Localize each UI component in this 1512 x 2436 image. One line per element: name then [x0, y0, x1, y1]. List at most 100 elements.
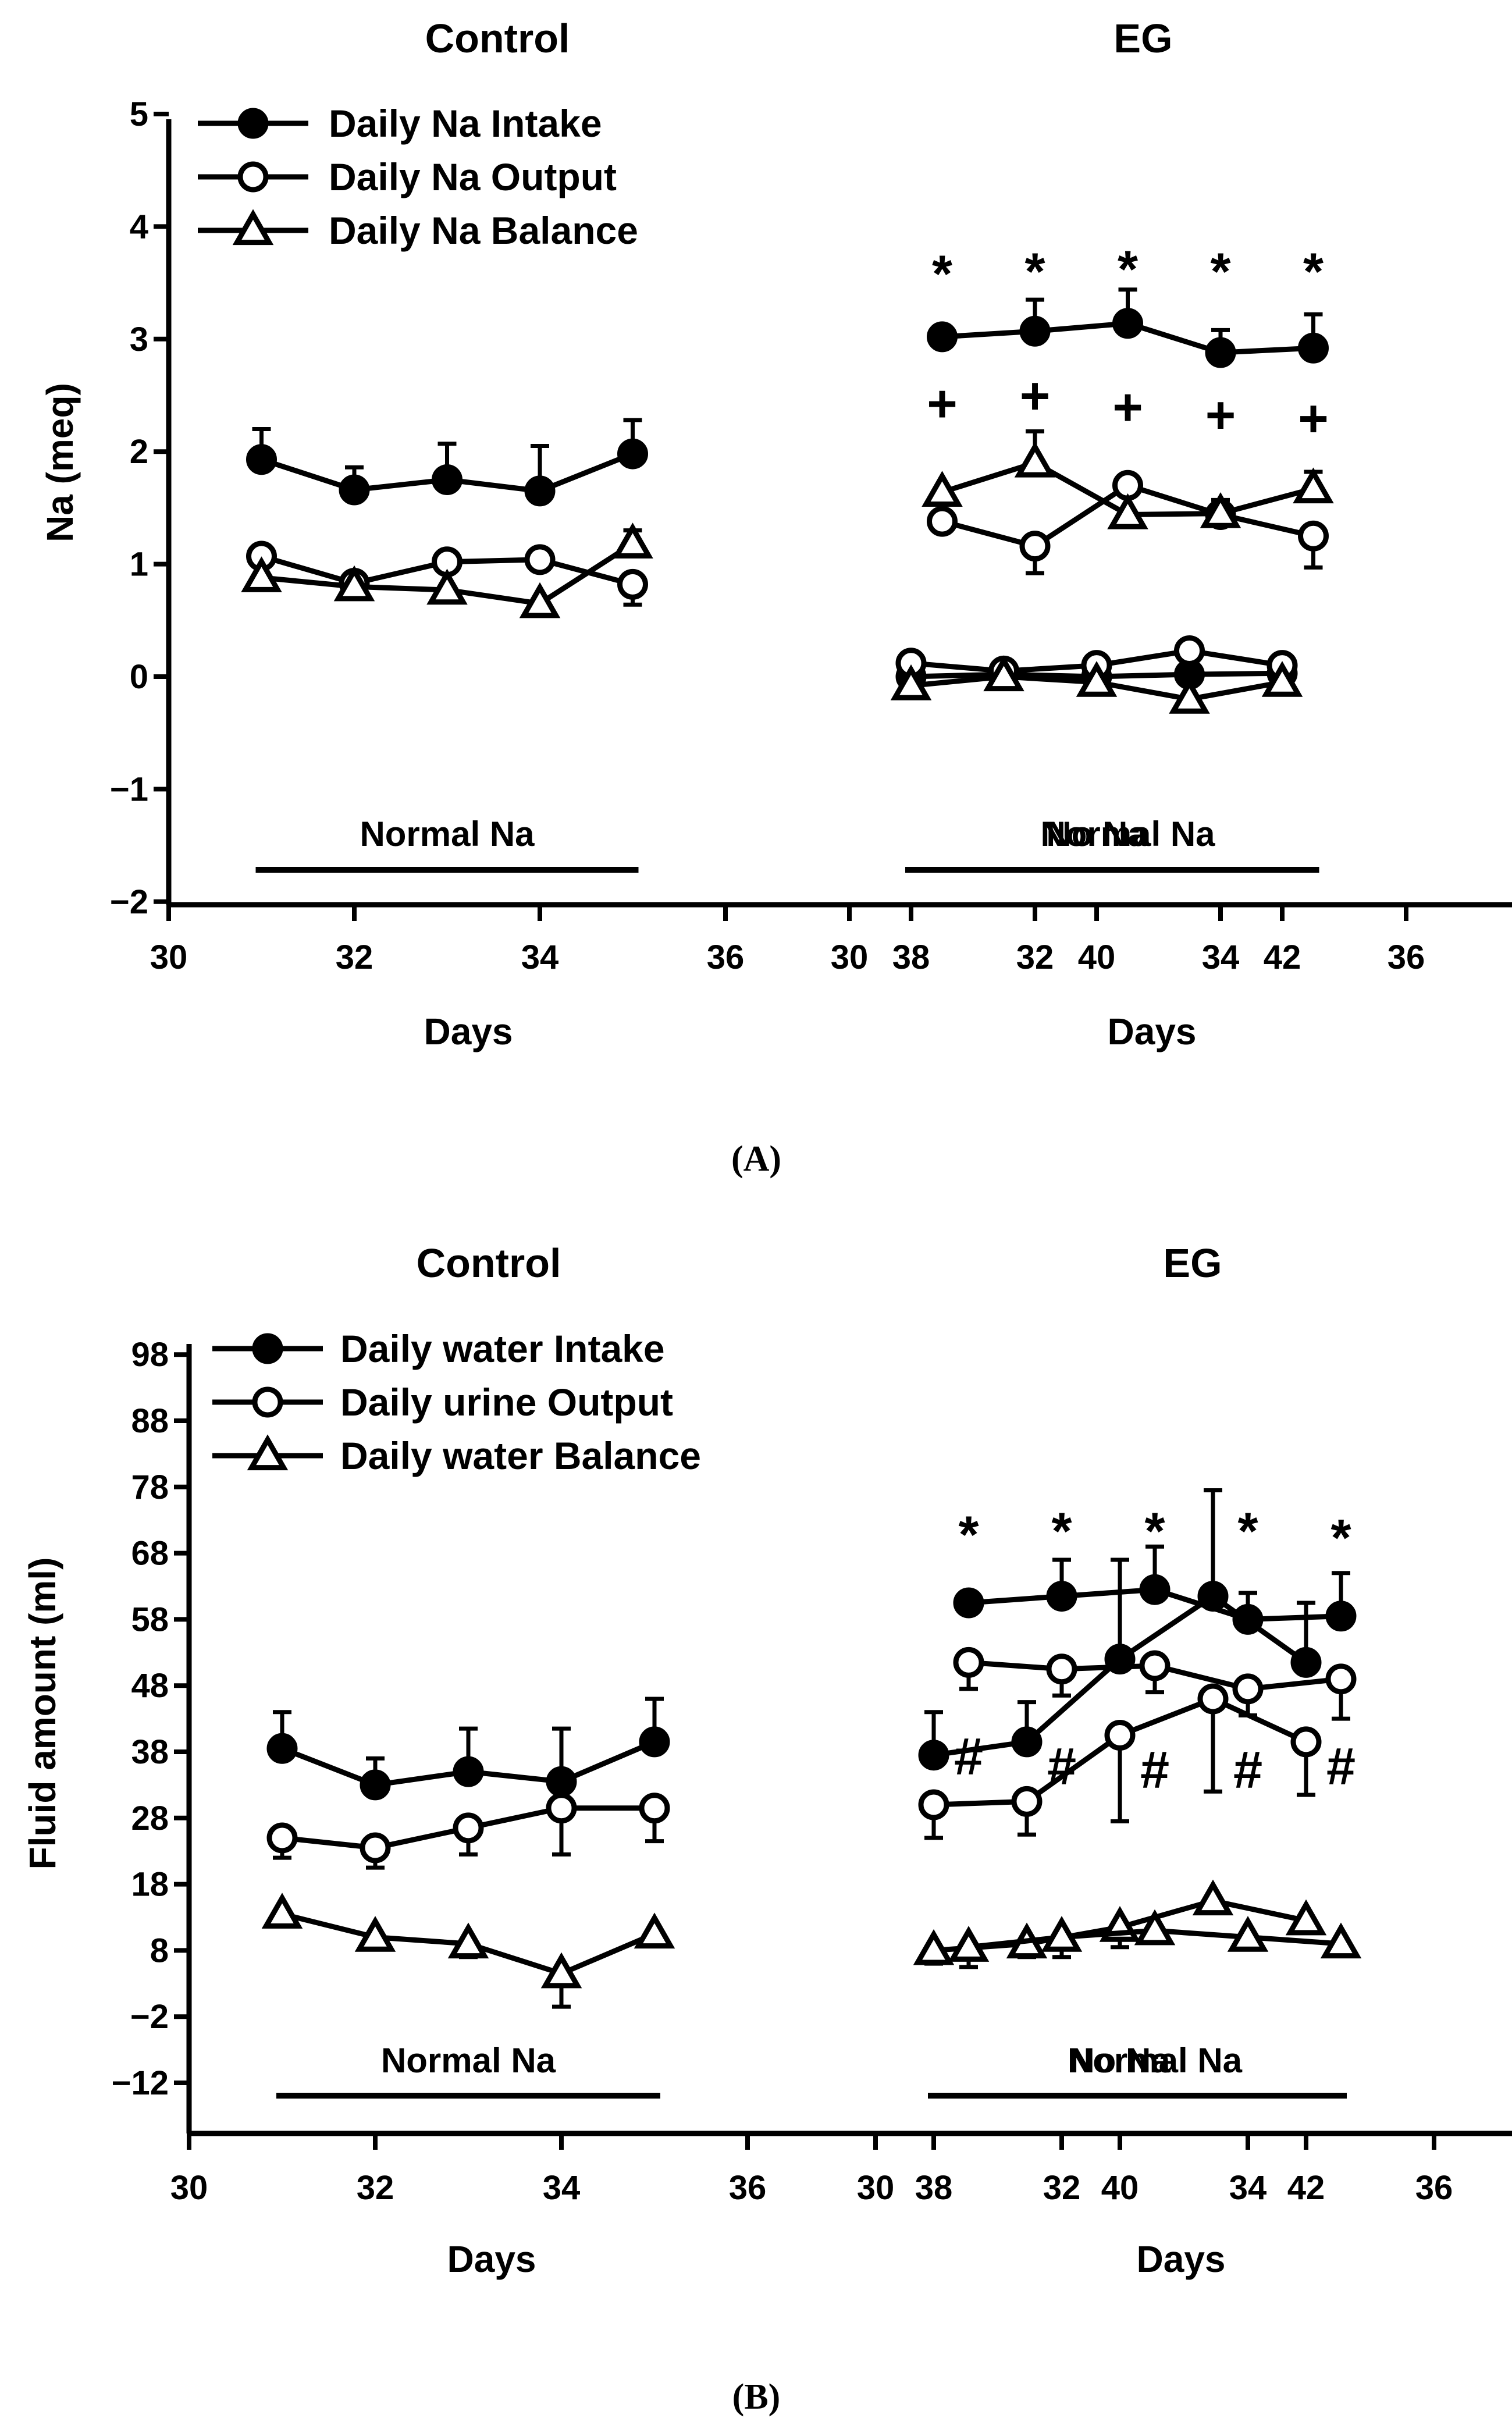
subplot-control-b: Control 30 32 34 36 38 40 42 Days 98 88 78 68 58 48 38 2… — [22, 1240, 1327, 2280]
data-point — [948, 1926, 990, 1962]
y-tick-label: 18 — [131, 1866, 169, 1904]
data-point — [1261, 661, 1303, 697]
data-point — [1227, 1916, 1269, 1952]
phase-label: No Na — [1046, 815, 1147, 854]
x-axis-label: Days — [447, 2238, 536, 2280]
legend-marker — [232, 209, 274, 246]
data-point — [432, 464, 463, 496]
data-point — [241, 556, 282, 592]
data-point — [266, 1822, 298, 1854]
data-point — [922, 471, 963, 507]
significance-asterisk: * — [1118, 241, 1138, 299]
data-point — [1293, 467, 1334, 504]
x-tick-label: 36 — [1388, 938, 1425, 976]
data-point — [360, 1769, 391, 1801]
data-point — [918, 1789, 949, 1820]
data-point — [927, 506, 958, 537]
y-tick-label: 38 — [131, 1733, 169, 1771]
y-tick-label: 68 — [131, 1535, 169, 1573]
phase-label: Normal Na — [360, 815, 535, 854]
phase-label: Normal Na — [381, 2041, 556, 2080]
legend-label: Daily urine Output — [340, 1381, 673, 1424]
series-daily-na-balance — [922, 429, 1334, 529]
data-point — [266, 1733, 298, 1764]
data-point — [617, 438, 648, 470]
x-tick-label: 42 — [1264, 938, 1301, 976]
data-point — [1041, 1916, 1083, 1952]
significance-asterisk: * — [1303, 243, 1324, 301]
data-point — [1205, 337, 1236, 368]
y-tick-label: 28 — [131, 1800, 169, 1837]
series-daily-na-intake — [927, 287, 1329, 368]
y-tick-label: 48 — [131, 1667, 169, 1705]
data-point — [1139, 1650, 1171, 1681]
phase-label: Normal Na — [1040, 815, 1215, 854]
significance-asterisk: * — [1051, 1503, 1072, 1561]
x-tick-label: 36 — [1415, 2169, 1453, 2207]
legend-marker — [247, 1434, 289, 1471]
data-point — [1232, 1603, 1264, 1635]
x-axis-label: Days — [424, 1011, 513, 1052]
series-daily-water-balance — [261, 1879, 1327, 2009]
data-point — [246, 444, 277, 475]
y-tick-label: −1 — [110, 770, 148, 808]
data-point — [1139, 1574, 1171, 1605]
data-point — [1320, 1922, 1362, 1959]
data-point — [426, 568, 468, 605]
x-tick-label: 32 — [336, 938, 373, 976]
significance-plus: + — [1205, 386, 1236, 444]
data-point — [1014, 441, 1056, 478]
y-tick-label: 1 — [130, 546, 148, 584]
data-point — [447, 1922, 489, 1959]
data-point — [612, 522, 653, 559]
significance-hash: # — [954, 1728, 983, 1786]
phase-label: Normal Na — [1068, 2041, 1243, 2080]
data-point — [890, 664, 932, 700]
significance-asterisk: * — [1237, 1503, 1258, 1561]
data-point — [453, 1756, 484, 1787]
x-tick-label: 30 — [150, 938, 188, 976]
significance-plus: + — [1020, 367, 1051, 425]
x-tick-label: 32 — [357, 2169, 394, 2207]
data-point — [261, 1893, 303, 1929]
data-point — [918, 1740, 949, 1771]
y-tick-label: 5 — [130, 95, 148, 133]
data-point — [360, 1832, 391, 1864]
data-point — [1104, 1720, 1136, 1751]
series-daily-na-balance — [241, 522, 1303, 714]
y-tick-label: 78 — [131, 1468, 169, 1506]
panel-caption: (B) — [732, 2377, 781, 2417]
data-point — [1290, 1646, 1322, 1678]
x-tick-label: 34 — [1202, 938, 1240, 976]
legend-marker — [252, 1386, 283, 1418]
y-tick-label: 0 — [130, 658, 148, 696]
y-tick-label: 8 — [150, 1932, 169, 1969]
data-point — [546, 1766, 577, 1797]
x-axis-label: Days — [1137, 2238, 1226, 2280]
data-point — [519, 582, 561, 618]
series-daily-na-intake — [246, 418, 1298, 692]
legend-label: Daily Na Intake — [329, 102, 602, 145]
data-point — [1325, 1601, 1357, 1632]
x-tick-label: 34 — [1229, 2169, 1267, 2207]
subplot-title: Control — [417, 1240, 561, 1286]
significance-hash: # — [1047, 1738, 1076, 1796]
x-tick-label: 30 — [857, 2169, 895, 2207]
data-point — [453, 1812, 484, 1844]
significance-asterisk: * — [958, 1506, 979, 1564]
data-point — [354, 1916, 396, 1952]
legend-b: Daily water Intake Daily urine Output Dail… — [212, 1327, 701, 1477]
data-point — [1325, 1663, 1357, 1695]
data-point — [1019, 315, 1051, 347]
data-point — [1232, 1673, 1264, 1705]
subplot-title: Control — [425, 16, 570, 61]
significance-hash: # — [1326, 1738, 1356, 1796]
legend-a: Daily Na Intake Daily Na Output Daily Na B… — [198, 102, 638, 252]
significance-asterisk: * — [1330, 1509, 1351, 1567]
data-point — [913, 1929, 955, 1965]
data-point — [540, 1952, 582, 1989]
y-axis-label: Na (meq) — [39, 383, 81, 542]
